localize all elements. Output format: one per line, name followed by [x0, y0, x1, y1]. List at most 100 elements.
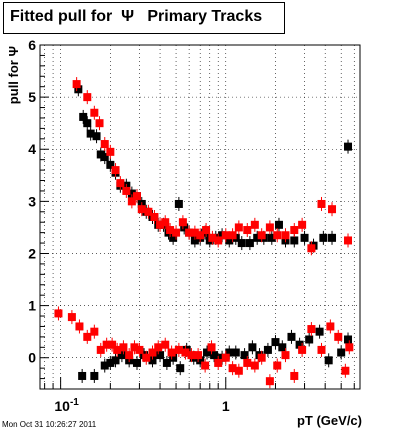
data-point-red [201, 361, 210, 370]
data-point-red [281, 231, 290, 240]
data-point-black [240, 351, 249, 360]
data-point-red [135, 345, 144, 354]
data-point-black [92, 132, 101, 141]
data-point-red [307, 325, 316, 334]
data-point-red [132, 192, 141, 201]
data-point-red [273, 231, 282, 240]
data-point-red [265, 377, 274, 386]
data-point-red [113, 345, 122, 354]
data-point-black [315, 327, 324, 336]
y-tick-label: 1 [28, 298, 36, 314]
y-tick-label: 2 [28, 245, 36, 261]
data-point-red [96, 345, 105, 354]
data-point-red [137, 205, 146, 214]
data-point-black [196, 356, 205, 365]
data-point-black [79, 112, 88, 121]
data-point-red [156, 220, 165, 229]
y-axis-title: pull for Ψ [6, 46, 21, 104]
data-point-black [83, 119, 92, 128]
data-point-black [74, 85, 83, 94]
data-point-black [117, 351, 126, 360]
data-point-red [185, 228, 194, 237]
data-point-black [253, 233, 262, 242]
data-point-red [67, 313, 76, 322]
data-point-red [234, 223, 243, 232]
data-point-red [100, 140, 109, 149]
data-point-red [273, 361, 282, 370]
data-point-red [328, 205, 337, 214]
data-point-red [345, 343, 354, 352]
data-point-black [274, 220, 283, 229]
data-point-red [122, 186, 131, 195]
chart-title-box: Fitted pull for Ψ Primary Tracks [3, 2, 285, 34]
data-point-red [298, 220, 307, 229]
y-tick-label: 6 [28, 37, 36, 53]
data-point-red [190, 228, 199, 237]
data-point-red [214, 358, 223, 367]
data-point-red [228, 364, 237, 373]
data-point-red [111, 166, 120, 175]
data-points [54, 77, 354, 389]
x-axis-title: pT (GeV/c) [297, 413, 362, 428]
data-point-red [90, 327, 99, 336]
data-point-black [148, 356, 157, 365]
data-point-black [169, 233, 178, 242]
data-point-black [90, 371, 99, 380]
data-point-red [144, 207, 153, 216]
data-point-black [169, 353, 178, 362]
data-point-black [324, 356, 333, 365]
data-point-red [106, 147, 115, 156]
data-point-black [225, 348, 234, 357]
data-point-black [106, 358, 115, 367]
data-point-red [341, 366, 350, 375]
data-point-red [317, 199, 326, 208]
data-point-black [174, 199, 183, 208]
chart-title: Fitted pull for Ψ Primary Tracks [10, 8, 263, 25]
data-point-red [243, 226, 252, 235]
data-point-black [344, 335, 353, 344]
timestamp: Mon Oct 31 10:26:27 2011 [2, 420, 97, 429]
data-point-black [300, 233, 309, 242]
data-point-red [150, 213, 159, 221]
data-point-red [116, 179, 125, 188]
data-point-red [174, 345, 183, 354]
x-tick-label: 10-1 [54, 397, 79, 414]
data-point-red [214, 236, 223, 245]
data-point-red [265, 223, 274, 232]
data-point-red [290, 371, 299, 380]
data-point-red [142, 353, 151, 362]
data-point-red [234, 366, 243, 375]
data-point-black [176, 364, 185, 373]
data-point-red [127, 197, 136, 206]
data-point-red [166, 226, 175, 235]
data-point-black [328, 233, 337, 242]
data-point-black [100, 153, 109, 162]
data-point-red [221, 231, 230, 240]
data-point-red [187, 351, 196, 360]
data-point-red [108, 340, 117, 349]
data-point-red [148, 348, 157, 357]
data-point-black [127, 189, 136, 198]
data-point-red [75, 322, 84, 331]
data-point-red [161, 340, 170, 349]
data-point-red [130, 343, 139, 352]
data-point-black [203, 348, 212, 357]
data-point-black [290, 236, 299, 245]
data-point-black [295, 340, 304, 349]
data-point-black [231, 348, 240, 357]
axis-ticks: 0 1 2 3 4 5 6 10-1 1 [28, 37, 355, 414]
y-tick-label: 0 [28, 350, 36, 366]
data-point-red [326, 322, 335, 331]
data-point-red [161, 218, 170, 227]
data-point-black [319, 233, 328, 242]
data-point-black [248, 343, 257, 352]
data-point-red [250, 361, 259, 370]
data-point-red [54, 309, 63, 318]
data-point-black [180, 223, 189, 232]
data-point-black [267, 233, 276, 242]
y-tick-label: 3 [28, 193, 36, 209]
data-point-red [257, 231, 266, 240]
data-point-black [245, 239, 254, 248]
data-point-red [72, 80, 81, 89]
y-tick-label: 5 [28, 89, 36, 105]
